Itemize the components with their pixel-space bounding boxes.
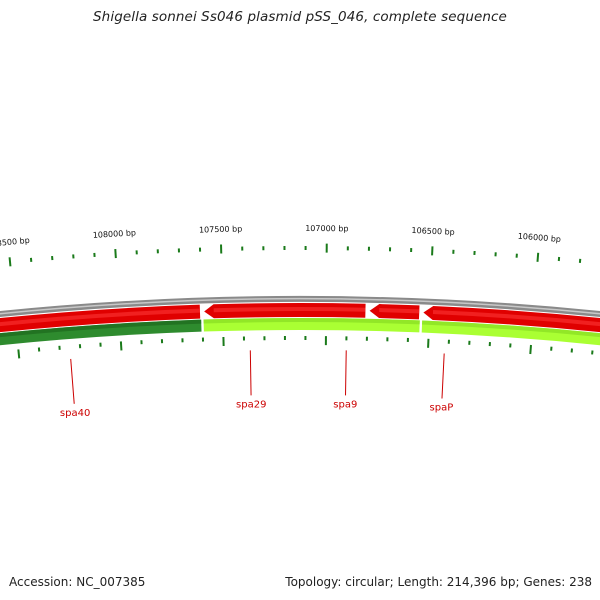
backbone-highlight: [0, 298, 600, 315]
backbone-arc: [0, 296, 600, 318]
cds-segment-edge: [0, 319, 202, 338]
gene-arrow-shine: [432, 309, 600, 327]
tick-marks-outer: [8, 243, 600, 267]
bp-tick-label: 107500 bp: [199, 224, 242, 234]
tick-mark-outer: [536, 252, 540, 262]
gene-arrow-shine: [0, 308, 200, 327]
tick-mark-inner: [119, 341, 123, 351]
gene-labels: spa40 spa29 spa9 spaP: [60, 350, 454, 419]
cds-segment: [421, 320, 600, 346]
tick-mark-inner: [529, 344, 532, 355]
accession-text: Accession: NC_007385: [9, 575, 146, 589]
bp-tick-label: 108500 bp: [0, 236, 30, 249]
sequence-summary: Topology: circular; Length: 214,396 bp; …: [285, 575, 592, 589]
tick-marks-inner: [17, 336, 594, 359]
gene-leader-line: [345, 350, 347, 396]
bp-tick-label: 106500 bp: [411, 226, 455, 237]
gene-arrow-shine: [213, 307, 366, 313]
cds-segment-edge: [203, 317, 420, 325]
bp-tick-label: 107000 bp: [305, 224, 348, 233]
cds-segment: [0, 319, 202, 346]
tick-mark-outer: [114, 249, 117, 259]
gene-label-spa40: spa40: [60, 408, 90, 419]
tick-mark-outer: [8, 257, 12, 267]
tick-mark-inner: [17, 349, 21, 359]
cds-track: [0, 317, 600, 346]
map-title: Shigella sonnei Ss046 plasmid pSS_046, c…: [93, 9, 507, 25]
gene-track: [0, 303, 600, 333]
gene-leader-line: [249, 350, 252, 396]
bp-tick-label: 106000 bp: [517, 232, 561, 244]
bp-tick-labels: 108500 bp 108000 bp 107500 bp 107000 bp 1065…: [0, 224, 561, 249]
gene-label-spa9: spa9: [333, 399, 357, 410]
gene-leader-line: [441, 353, 445, 399]
bp-tick-label: 108000 bp: [93, 228, 137, 240]
gene-label-spa29: spa29: [236, 399, 266, 410]
gene-arrow-shine: [379, 308, 420, 314]
cds-segment-edge: [422, 320, 600, 338]
backbone-ring: [0, 296, 600, 318]
gene-label-spaP: spaP: [430, 402, 454, 413]
gene-leader-line: [70, 358, 75, 404]
